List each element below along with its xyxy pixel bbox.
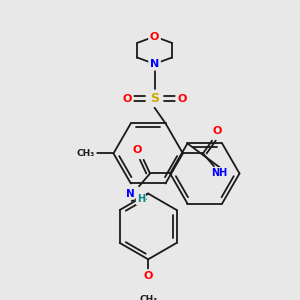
Text: CH₃: CH₃ xyxy=(77,149,95,158)
Text: O: O xyxy=(213,127,222,136)
Text: S: S xyxy=(150,92,159,105)
Text: O: O xyxy=(143,271,153,281)
Text: CH₃: CH₃ xyxy=(139,295,157,300)
Text: O: O xyxy=(150,32,159,41)
Text: O: O xyxy=(133,145,142,155)
Text: N: N xyxy=(150,59,159,69)
Text: NH: NH xyxy=(211,169,227,178)
Text: H: H xyxy=(137,194,145,204)
Text: N: N xyxy=(125,189,134,199)
Text: O: O xyxy=(177,94,187,103)
Text: O: O xyxy=(122,94,132,103)
